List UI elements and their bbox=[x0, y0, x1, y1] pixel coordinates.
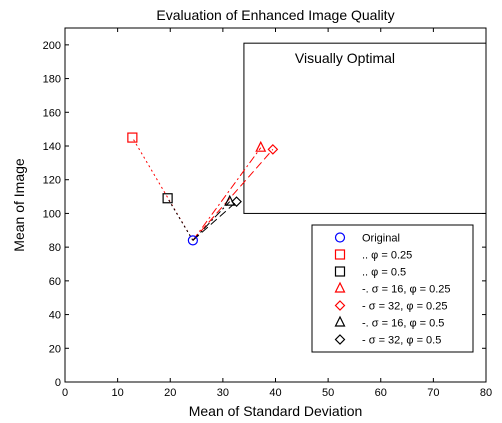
x-tick-label: 10 bbox=[112, 387, 124, 399]
legend-label-3: -. σ = 16, φ = 0.25 bbox=[362, 284, 451, 296]
visually-optimal-box bbox=[243, 42, 487, 214]
data-point-series-1 bbox=[127, 132, 138, 143]
legend: Original .. φ = 0.25 .. φ = 0.5 -. σ = 16, … bbox=[311, 224, 474, 353]
series-line-1 bbox=[131, 137, 194, 241]
y-tick-label: 180 bbox=[43, 74, 61, 86]
legend-label-6: - σ = 32, φ = 0.5 bbox=[362, 335, 441, 347]
legend-marker-4 bbox=[334, 300, 346, 311]
x-tick-label: 30 bbox=[217, 387, 229, 399]
series-line-3 bbox=[192, 147, 262, 241]
chart-title: Evaluation of Enhanced Image Quality bbox=[156, 7, 394, 23]
legend-label-5: -. σ = 16, φ = 0.5 bbox=[362, 318, 444, 330]
series-markers bbox=[127, 132, 279, 246]
y-tick-label: 60 bbox=[49, 276, 61, 288]
visually-optimal-label: Visually Optimal bbox=[295, 50, 395, 66]
x-axis-label: Mean of Standard Deviation bbox=[189, 403, 363, 419]
series-line-4 bbox=[192, 149, 274, 241]
data-point-series-2 bbox=[162, 193, 173, 204]
y-tick-label: 0 bbox=[55, 377, 61, 389]
x-tick-label: 0 bbox=[62, 387, 68, 399]
legend-marker-6 bbox=[334, 334, 346, 345]
x-tick-label: 40 bbox=[269, 387, 281, 399]
legend-marker-2 bbox=[334, 266, 346, 277]
x-tick-label: 80 bbox=[480, 387, 492, 399]
legend-marker-3 bbox=[334, 281, 346, 293]
legend-box bbox=[311, 224, 474, 353]
x-tick-label: 50 bbox=[322, 387, 334, 399]
data-point-series-0 bbox=[187, 235, 198, 246]
visually-optimal-region: Visually Optimal bbox=[243, 42, 487, 214]
y-tick-label: 140 bbox=[43, 141, 61, 153]
series-lines bbox=[131, 137, 274, 241]
series-line-5 bbox=[192, 201, 231, 241]
series-line-6 bbox=[192, 201, 237, 241]
axis-ticks: 0 10 20 30 40 50 60 70 80 0 20 40 60 80 100 120 140 160 18… bbox=[43, 28, 492, 399]
legend-marker-1 bbox=[334, 249, 346, 260]
legend-label-0: Original bbox=[362, 233, 400, 245]
legend-label-2: .. φ = 0.5 bbox=[362, 267, 406, 279]
data-point-series-4 bbox=[267, 144, 279, 155]
y-axis-label: Mean of Image bbox=[11, 158, 27, 252]
y-tick-label: 160 bbox=[43, 107, 61, 119]
series-line-2 bbox=[167, 198, 194, 241]
x-tick-label: 60 bbox=[375, 387, 387, 399]
y-tick-label: 80 bbox=[49, 242, 61, 254]
x-tick-label: 70 bbox=[427, 387, 439, 399]
data-point-series-5 bbox=[224, 194, 236, 206]
y-tick-label: 20 bbox=[49, 343, 61, 355]
y-tick-label: 120 bbox=[43, 175, 61, 187]
data-point-series-3 bbox=[255, 140, 267, 152]
legend-marker-0 bbox=[334, 232, 346, 243]
y-tick-label: 40 bbox=[49, 310, 61, 322]
y-tick-label: 100 bbox=[43, 208, 61, 220]
legend-marker-5 bbox=[334, 315, 346, 327]
legend-label-1: .. φ = 0.25 bbox=[362, 250, 412, 262]
x-tick-label: 20 bbox=[164, 387, 176, 399]
data-point-series-6 bbox=[231, 196, 242, 207]
legend-label-4: - σ = 32, φ = 0.25 bbox=[362, 301, 447, 313]
y-tick-label: 200 bbox=[43, 40, 61, 52]
